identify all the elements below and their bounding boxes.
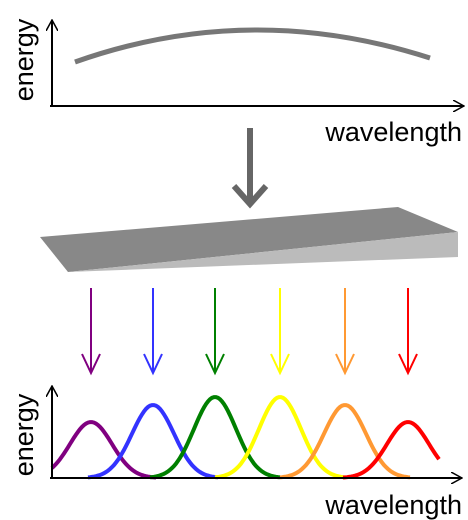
spectrum-curve xyxy=(74,27,431,65)
color-arrow xyxy=(143,288,163,376)
color-arrow xyxy=(398,288,418,376)
color-arrow xyxy=(270,288,290,376)
top-plot: energy wavelength xyxy=(9,18,464,147)
filter-curve xyxy=(279,403,411,480)
filter-curve xyxy=(342,420,441,480)
arrow-head xyxy=(398,353,418,376)
x-axis-label: wavelength xyxy=(324,117,462,147)
arrow-head xyxy=(143,353,163,376)
x-axis-label: wavelength xyxy=(324,490,462,520)
arrow-head xyxy=(335,353,355,376)
color-arrows xyxy=(81,288,418,376)
arrow-head xyxy=(205,353,225,376)
filter-curves xyxy=(50,395,441,480)
filter-curve xyxy=(50,420,157,480)
arrow-head xyxy=(270,353,290,376)
filter-curve xyxy=(149,395,281,480)
filter-curve xyxy=(87,403,219,480)
filter-wedge xyxy=(40,207,458,272)
color-arrow xyxy=(81,288,101,376)
y-axis-label: energy xyxy=(9,393,39,476)
bottom-plot: energy wavelength xyxy=(9,386,462,520)
down-arrow xyxy=(231,128,269,209)
filter-curve xyxy=(214,395,346,480)
y-axis-label: energy xyxy=(9,18,39,101)
color-arrow xyxy=(335,288,355,376)
arrow-head xyxy=(81,353,101,376)
color-arrow xyxy=(205,288,225,376)
